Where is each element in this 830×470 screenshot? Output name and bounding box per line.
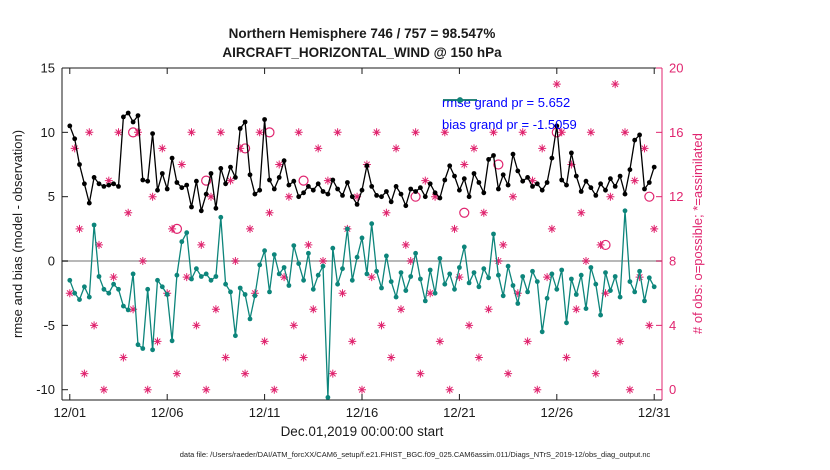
svg-text:12: 12 bbox=[669, 189, 683, 204]
svg-text:16: 16 bbox=[669, 125, 683, 140]
svg-text:12/11: 12/11 bbox=[249, 405, 281, 420]
y-axis-label-right: # of obs: o=possible; *=assimilated bbox=[690, 133, 705, 335]
series-bias bbox=[67, 208, 657, 400]
chart-title: Northern Hemisphere 746 / 757 = 98.547% … bbox=[62, 24, 662, 62]
x-axis: 12/01 12/06 12/11 12/16 12/21 12/26 12/31 bbox=[54, 68, 671, 420]
svg-text:0: 0 bbox=[48, 254, 55, 269]
svg-text:12/06: 12/06 bbox=[151, 405, 184, 420]
svg-text:12/26: 12/26 bbox=[541, 405, 574, 420]
svg-text:15: 15 bbox=[41, 61, 55, 76]
chart-title-line2: AIRCRAFT_HORIZONTAL_WIND @ 150 hPa bbox=[222, 45, 502, 60]
legend-sample bbox=[443, 97, 477, 103]
y-axis-right: 0 4 8 12 16 20 bbox=[656, 61, 683, 397]
legend-entry-bias: bias grand pr = -1.5059 bbox=[442, 97, 577, 134]
x-axis-label: Dec.01,2019 00:00:00 start bbox=[280, 424, 444, 439]
legend: rmse grand pr = 5.652 bias grand pr = -1.… bbox=[442, 92, 577, 134]
chart-title-line1: Northern Hemisphere 746 / 757 = 98.547% bbox=[228, 26, 496, 41]
y-axis-left: -10 -5 0 5 10 15 bbox=[36, 61, 68, 397]
svg-text:12/16: 12/16 bbox=[346, 405, 379, 420]
svg-text:12/01: 12/01 bbox=[54, 405, 87, 420]
svg-text:20: 20 bbox=[669, 61, 683, 76]
svg-text:4: 4 bbox=[669, 318, 676, 333]
svg-text:8: 8 bbox=[669, 254, 676, 269]
svg-text:10: 10 bbox=[41, 125, 55, 140]
series-rmse bbox=[67, 110, 657, 214]
svg-text:0: 0 bbox=[669, 382, 676, 397]
svg-text:-5: -5 bbox=[43, 318, 55, 333]
scatter-assimilated bbox=[65, 80, 659, 394]
y-axis-label-left: rmse and bias (model - observation) bbox=[10, 129, 25, 339]
svg-text:5: 5 bbox=[48, 189, 55, 204]
legend-label: rmse grand pr = 5.652 bbox=[442, 94, 571, 110]
legend-label: bias grand pr = -1.5059 bbox=[442, 116, 577, 132]
data-file-caption: data file: /Users/raeder/DAI/ATM_forcXX/… bbox=[179, 450, 651, 459]
svg-text:-10: -10 bbox=[36, 382, 55, 397]
svg-text:12/21: 12/21 bbox=[443, 405, 476, 420]
svg-text:12/31: 12/31 bbox=[638, 405, 671, 420]
